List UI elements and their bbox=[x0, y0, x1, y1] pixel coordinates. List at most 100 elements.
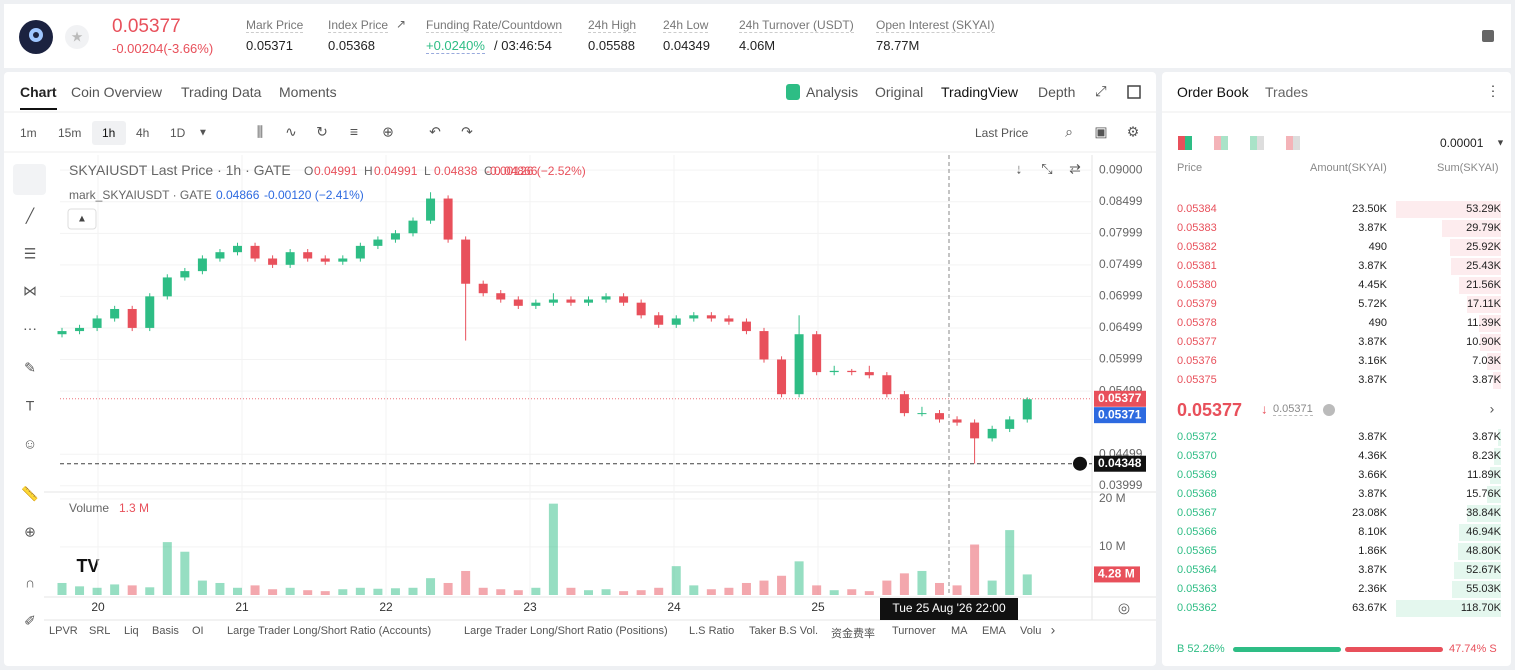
ob-price[interactable]: 0.05378 bbox=[1177, 317, 1217, 329]
ob-price[interactable]: 0.05383 bbox=[1177, 222, 1217, 234]
y-tick-label: 0.05999 bbox=[1099, 352, 1143, 366]
ob-tab[interactable]: Order Book bbox=[1177, 84, 1249, 100]
indicator[interactable]: 资金费率 bbox=[831, 628, 875, 640]
ob-tab[interactable]: Trades bbox=[1265, 84, 1309, 100]
last-price: 0.05377 bbox=[112, 16, 181, 37]
precision[interactable]: 0.00001 bbox=[1440, 136, 1484, 150]
tab[interactable]: Trading Data bbox=[181, 84, 262, 100]
depth-bar bbox=[1478, 315, 1501, 332]
legend-value: 0.04866 bbox=[494, 164, 538, 178]
x-tick-label: 23 bbox=[523, 600, 537, 614]
ob-sum: 21.56K bbox=[1466, 279, 1501, 291]
svg-text:▲: ▲ bbox=[77, 214, 87, 225]
indicator[interactable]: LPVR bbox=[49, 625, 78, 637]
svg-text:◎: ◎ bbox=[1118, 600, 1130, 616]
ob-price[interactable]: 0.05379 bbox=[1177, 298, 1217, 310]
indicator[interactable]: OI bbox=[192, 625, 204, 637]
ob-price[interactable]: 0.05375 bbox=[1177, 374, 1217, 386]
indicator[interactable]: L.S Ratio bbox=[689, 625, 735, 637]
ob-price[interactable]: 0.05384 bbox=[1177, 203, 1217, 215]
volume-bar bbox=[355, 587, 365, 595]
window-icon[interactable] bbox=[1127, 85, 1141, 99]
tab[interactable]: Coin Overview bbox=[71, 84, 163, 100]
candle-body bbox=[373, 239, 383, 246]
depth-bar bbox=[1396, 600, 1501, 617]
view-tab[interactable]: Original bbox=[875, 84, 924, 100]
view-tab[interactable]: Depth bbox=[1038, 84, 1076, 100]
interval[interactable]: 15m bbox=[58, 126, 82, 140]
volume-bar bbox=[706, 589, 716, 595]
y-tick-label: 0.08499 bbox=[1099, 194, 1143, 208]
ob-price[interactable]: 0.05368 bbox=[1177, 488, 1217, 500]
indicator[interactable]: Taker B.S Vol. bbox=[749, 625, 819, 637]
ob-price[interactable]: 0.05362 bbox=[1177, 602, 1217, 614]
tab[interactable]: Moments bbox=[279, 84, 337, 100]
ob-amount: 3.87K bbox=[1358, 260, 1387, 272]
ob-price[interactable]: 0.05376 bbox=[1177, 355, 1217, 367]
ob-amount: 5.72K bbox=[1358, 298, 1387, 310]
indicator[interactable]: Liq bbox=[124, 625, 139, 637]
analysis-icon bbox=[786, 84, 800, 100]
svg-text:⇄: ⇄ bbox=[1069, 161, 1081, 177]
ob-price[interactable]: 0.05381 bbox=[1177, 260, 1217, 272]
indicator[interactable]: EMA bbox=[982, 625, 1006, 637]
stat-label: Mark Price bbox=[246, 18, 304, 33]
depth-icons[interactable] bbox=[1178, 136, 1300, 150]
volume-bar bbox=[162, 542, 172, 595]
svg-text:›: › bbox=[1051, 622, 1056, 638]
ob-price[interactable]: 0.05380 bbox=[1177, 279, 1217, 291]
y-tick-label: 0.06499 bbox=[1099, 320, 1143, 334]
candle-body bbox=[162, 277, 172, 297]
ob-amount: 3.87K bbox=[1358, 222, 1387, 234]
volume-bar bbox=[917, 570, 927, 595]
candle-body bbox=[426, 198, 436, 221]
ob-price[interactable]: 0.05363 bbox=[1177, 583, 1217, 595]
volume-tick-label: 20 M bbox=[1099, 491, 1126, 505]
view-tab[interactable]: Analysis bbox=[806, 84, 859, 100]
interval[interactable]: 1m bbox=[20, 126, 37, 140]
indicator[interactable]: Large Trader Long/Short Ratio (Positions… bbox=[464, 625, 668, 637]
ob-price[interactable]: 0.05370 bbox=[1177, 450, 1217, 462]
ob-amount: 4.45K bbox=[1358, 279, 1387, 291]
ob-price[interactable]: 0.05364 bbox=[1177, 564, 1217, 576]
interval[interactable]: 1h bbox=[102, 126, 116, 140]
indicator[interactable]: Large Trader Long/Short Ratio (Accounts) bbox=[227, 625, 432, 637]
ob-price[interactable]: 0.05372 bbox=[1177, 431, 1217, 443]
ob-price[interactable]: 0.05367 bbox=[1177, 507, 1217, 519]
svg-text:↗: ↗ bbox=[396, 17, 406, 31]
price-change: -0.00204(-3.66%) bbox=[112, 41, 214, 56]
candle-body bbox=[671, 318, 681, 325]
favorite[interactable] bbox=[65, 25, 89, 49]
volume-title: Volume bbox=[69, 501, 109, 515]
candle-body bbox=[355, 245, 365, 259]
ob-price[interactable]: 0.05377 bbox=[1177, 336, 1217, 348]
indicator[interactable]: SRL bbox=[89, 625, 111, 637]
ob-price[interactable]: 0.05369 bbox=[1177, 469, 1217, 481]
candle-body bbox=[531, 302, 541, 306]
candle-body bbox=[215, 252, 225, 259]
ob-price[interactable]: 0.05366 bbox=[1177, 526, 1217, 538]
ob-price[interactable]: 0.05382 bbox=[1177, 241, 1217, 253]
candle-body bbox=[320, 258, 330, 262]
depth-bar bbox=[1442, 220, 1501, 237]
indicator[interactable]: Volu bbox=[1020, 625, 1042, 637]
candle-body bbox=[654, 315, 664, 325]
stat-value: 0.05588 bbox=[588, 38, 635, 53]
view-tab[interactable]: TradingView bbox=[941, 84, 1019, 100]
tab[interactable]: Chart bbox=[20, 84, 57, 110]
indicator[interactable]: Turnover bbox=[892, 625, 936, 637]
indicator[interactable]: Basis bbox=[152, 625, 179, 637]
ob-header: Amount(SKYAI) bbox=[1310, 162, 1387, 174]
candle-body bbox=[724, 318, 734, 322]
volume-bar bbox=[443, 582, 453, 595]
price-type[interactable]: Last Price bbox=[975, 126, 1029, 140]
legend-mark-title: mark_SKYAIUSDT · GATE bbox=[69, 188, 212, 202]
depth-bar bbox=[1467, 296, 1501, 313]
ob-price[interactable]: 0.05365 bbox=[1177, 545, 1217, 557]
interval[interactable]: 4h bbox=[136, 126, 150, 140]
layout-icon[interactable] bbox=[1482, 30, 1494, 42]
marker-box bbox=[1094, 407, 1146, 424]
indicator[interactable]: MA bbox=[951, 625, 968, 637]
interval[interactable]: 1D bbox=[170, 126, 186, 140]
depth-bar bbox=[1449, 239, 1501, 256]
